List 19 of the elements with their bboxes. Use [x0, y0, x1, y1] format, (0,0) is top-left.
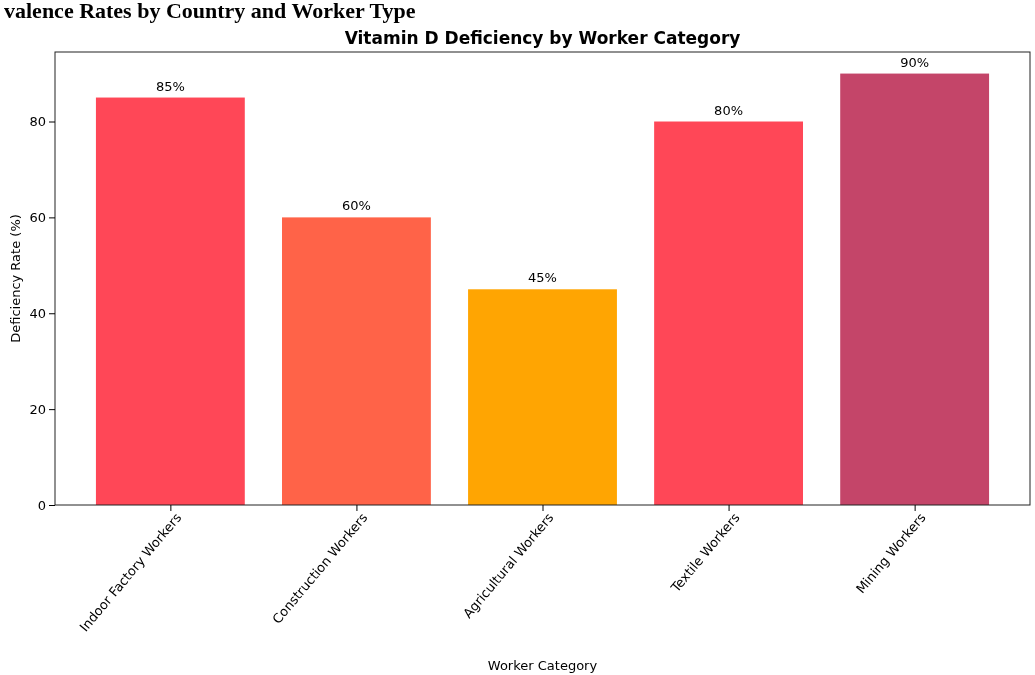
y-tick-label: 40	[29, 305, 46, 321]
data-label: 90%	[900, 54, 930, 70]
y-tick-label: 80	[29, 114, 46, 130]
y-tick-label: 20	[29, 401, 46, 417]
data-label: 80%	[714, 102, 744, 118]
bar	[840, 73, 990, 505]
text: valence Rates by Country and Worker Type	[4, 0, 416, 23]
y-tick-label: 0	[37, 497, 46, 513]
bar	[468, 289, 617, 505]
bar	[95, 97, 245, 505]
chart-title: Vitamin D Deficiency by Worker Category	[344, 28, 741, 48]
data-label: 85%	[155, 78, 185, 94]
data-label: 45%	[528, 270, 557, 286]
data-label: 60%	[341, 198, 371, 214]
bar	[282, 217, 431, 505]
y-tick-label: 60	[29, 210, 46, 226]
x-axis-title: Worker Category	[487, 658, 598, 673]
y-axis-title: Deficiency Rate (%)	[8, 214, 23, 343]
bar	[654, 121, 803, 505]
